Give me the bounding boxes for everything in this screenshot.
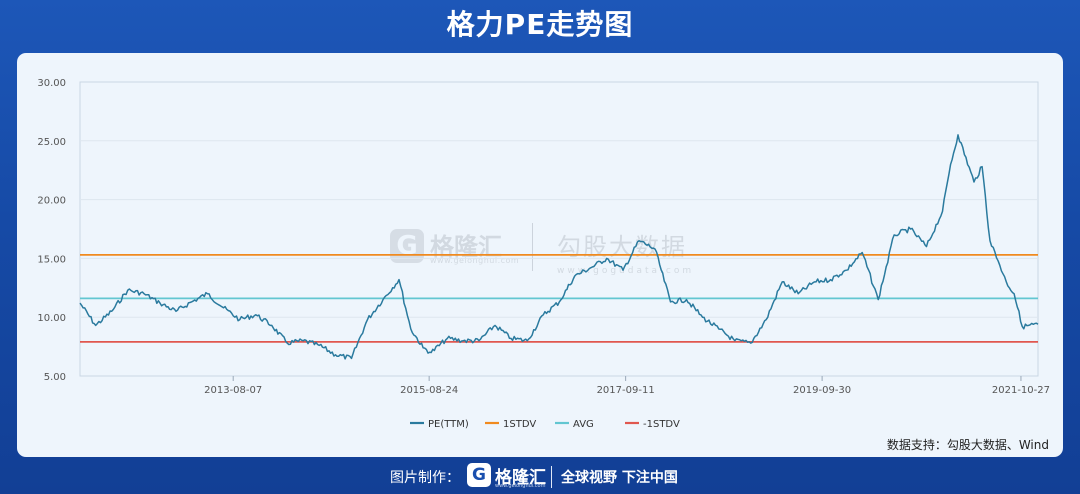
watermark-brand-url: www.gelonghui.com xyxy=(430,256,520,265)
footer-brand: 格隆汇 xyxy=(495,468,546,488)
watermark-divider xyxy=(532,223,533,271)
y-tick-label: 5.00 xyxy=(44,372,66,383)
x-tick-label: 2015-08-24 xyxy=(400,385,458,396)
y-tick-label: 15.00 xyxy=(37,254,66,265)
footer-divider xyxy=(551,466,552,488)
y-tick-label: 20.00 xyxy=(37,196,66,207)
y-tick-label: 25.00 xyxy=(37,137,66,148)
watermark-source-text: 勾股大数据 xyxy=(557,233,687,261)
legend-item: PE(TTM) xyxy=(410,419,469,430)
x-tick-label: 2013-08-07 xyxy=(204,385,262,396)
footer-made-by: 图片制作： xyxy=(390,470,460,486)
page-title: 格力PE走势图 xyxy=(446,8,634,41)
x-tick-label: 2019-09-30 xyxy=(793,385,851,396)
footer-slogan: 全球视野 下注中国 xyxy=(561,470,678,486)
source-watermark: 勾股大数据 www.gogudata.com xyxy=(557,227,694,276)
y-tick-label: 30.00 xyxy=(37,78,66,89)
brand-logo-icon: G xyxy=(390,229,424,263)
watermark-source-url: www.gogudata.com xyxy=(557,266,695,276)
x-tick-label: 2021-10-27 xyxy=(992,385,1050,396)
legend-item: -1STDV xyxy=(625,419,680,430)
brand-watermark: G 格隆汇 www.gelonghui.com xyxy=(390,227,520,267)
legend-label: PE(TTM) xyxy=(428,419,469,430)
legend-label: 1STDV xyxy=(503,419,536,430)
x-tick-label: 2017-09-11 xyxy=(597,385,655,396)
plot-frame xyxy=(79,81,1039,377)
legend-item: AVG xyxy=(555,419,594,430)
pe-ttm-line xyxy=(79,134,1039,360)
legend-label: AVG xyxy=(573,419,594,430)
legend-label: -1STDV xyxy=(643,419,680,430)
legend-item: 1STDV xyxy=(485,419,536,430)
footer-logo-icon: G xyxy=(467,463,491,487)
chart-panel: G 格隆汇 www.gelonghui.com 勾股大数据 www.goguda… xyxy=(17,53,1063,457)
pe-line-chart: 30.00 25.00 20.00 15.00 10.00 5.00 2013-08-07… xyxy=(37,78,1050,430)
footer: 图片制作： G 格隆汇 www.gelonghui.com 全球视野 下注中国 xyxy=(0,458,1080,494)
watermark-brand-text: 格隆汇 xyxy=(430,233,502,261)
y-tick-label: 10.00 xyxy=(37,313,66,324)
data-source-note: 数据支持：勾股大数据、Wind xyxy=(886,438,1049,452)
footer-brand-url: www.gelonghui.com xyxy=(495,483,546,489)
